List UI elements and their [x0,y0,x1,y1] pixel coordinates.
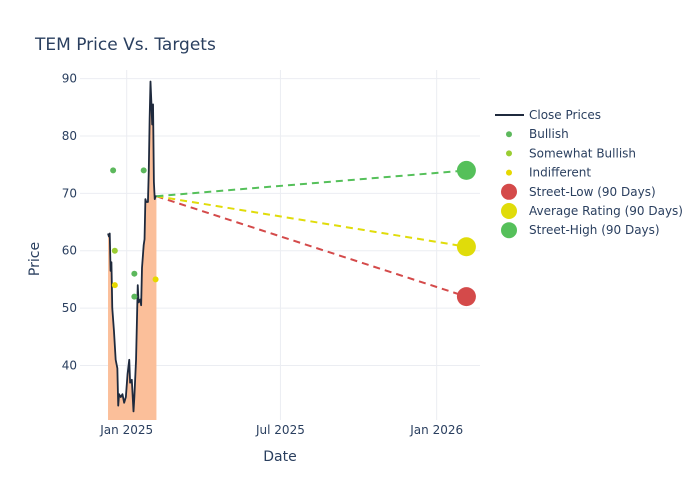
y-tick-label: 50 [62,301,77,315]
rating-point [131,270,138,277]
x-tick-label: Jul 2025 [255,423,305,437]
legend-swatch [501,203,517,219]
target-line [156,195,467,298]
legend-swatch [501,183,517,200]
y-tick-label: 40 [62,358,77,372]
legend-swatch [506,131,512,138]
rating-points-layer [110,167,159,300]
target-marker [456,160,476,180]
legend-label: Street-Low (90 Days) [529,185,656,199]
legend-label: Average Rating (90 Days) [529,204,683,218]
legend-label: Close Prices [529,108,601,122]
x-tick-label: Jan 2025 [99,423,153,437]
rating-point [131,293,138,300]
target-lines-layer [156,169,467,298]
y-axis-title: Price [27,242,43,276]
legend-label: Somewhat Bullish [529,146,636,160]
target-line [156,195,467,248]
legend-label: Street-High (90 Days) [529,223,660,237]
rating-point [110,167,117,174]
y-tick-label: 80 [62,129,77,143]
rating-point [140,167,147,174]
axis-layer: 40 50 60 70 80 90 Jan 2025 Jul 2025 Jan 2026 [62,72,463,437]
rating-point [111,247,118,254]
x-axis-title: Date [263,449,296,465]
legend-swatch [506,169,512,176]
y-tick-label: 60 [62,244,77,258]
rating-point [152,276,159,283]
close-price-line [107,80,157,413]
y-tick-label: 70 [62,186,77,200]
legend: Close Prices Bullish Somewhat Bullish Indif… [495,108,683,239]
target-line [156,169,467,198]
close-price-layer [107,80,157,413]
chart-title: TEM Price Vs. Targets [34,35,216,55]
x-tick-label: Jan 2026 [409,423,463,437]
close-price-area [108,81,157,421]
legend-label: Bullish [529,127,569,141]
rating-point [111,282,118,289]
area-layer [108,81,157,421]
y-tick-label: 90 [62,72,77,86]
target-marker [456,237,476,257]
target-marker [456,287,476,307]
legend-label: Indifferent [529,166,591,180]
legend-swatch [506,150,512,157]
legend-swatch [501,222,517,239]
target-markers-layer [456,160,476,307]
